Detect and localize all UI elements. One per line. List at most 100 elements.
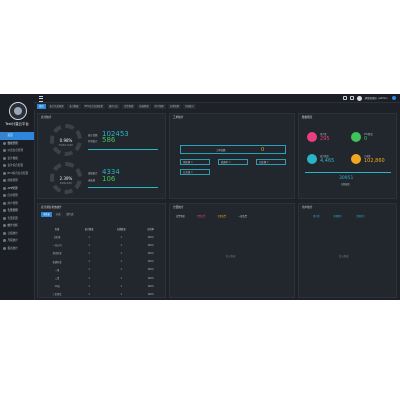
meter-type-tab[interactable]: 水表 <box>53 212 63 217</box>
table-cell: 测试区域 <box>52 252 62 256</box>
fullscreen-icon[interactable] <box>342 96 347 100</box>
table-row: 三区测试 1 1 100% <box>41 290 164 298</box>
button-label: 已处理 <box>259 161 267 164</box>
sidebar-item[interactable]: 终端管理 <box>0 177 34 185</box>
status-processing-button[interactable]: 处理中 0 <box>218 159 248 165</box>
status-pending-button[interactable]: 待处理 0 <box>180 159 210 165</box>
meter-type-tab[interactable]: 电能表 <box>41 212 52 217</box>
table-cell: 100% <box>147 251 154 255</box>
overview-value: 4,465 <box>320 158 335 164</box>
alarm-stats-panel: 告警统计 告警等级 严重告警 次要告警 一般告警 暂无数据 <box>169 203 295 298</box>
rtu-icon <box>351 132 361 142</box>
sidebar-item[interactable]: 用户管理 <box>0 200 34 208</box>
menu-bullet-icon <box>3 134 6 138</box>
status-closed-button[interactable]: 已关闭 0 <box>180 169 210 175</box>
alarm-level-header: 告警等级 <box>176 215 185 218</box>
meter-type-tab[interactable]: 燃气表 <box>64 212 76 217</box>
table-cell: 1 <box>88 243 90 247</box>
table-cell: 100% <box>147 292 154 296</box>
sidebar-item[interactable]: 数据管理 <box>0 140 34 148</box>
brand-title: Test计量云平台 <box>5 122 29 126</box>
table-cell: 1 <box>120 268 122 272</box>
top-bar: 超级管理员（admin） <box>34 94 400 103</box>
sidebar-item-label: 统计分析 <box>7 224 18 227</box>
table-cell: 一分公司 <box>52 244 62 248</box>
sidebar-item[interactable]: 表计数据 <box>0 155 34 163</box>
page-tab[interactable]: 操作日志 <box>106 104 121 109</box>
page-tab[interactable]: 应用管理 <box>167 104 181 109</box>
page-tab[interactable]: 首页 <box>37 104 46 109</box>
column-header: 在线率 <box>147 228 154 231</box>
sidebar-item[interactable]: 首页 <box>0 132 34 140</box>
sidebar: Test计量云平台 首页数据管理 仪表信息管理 表计数据表计综合配置 RTU综合信息配… <box>0 94 35 300</box>
stat-value: 106 <box>102 175 116 183</box>
menu-bullet-icon <box>3 156 6 160</box>
table-cell: 0.00% <box>137 299 164 301</box>
sidebar-item-label: 终端管理 <box>7 179 18 182</box>
sidebar-item[interactable]: 日报统计 <box>0 230 34 238</box>
table-cell: 1 <box>120 284 122 288</box>
page-tab[interactable]: RTU综合信息配置 <box>82 104 105 109</box>
logout-icon[interactable] <box>392 96 396 100</box>
work-order-total-value: 0 <box>261 147 265 153</box>
data-overview-panel: 数据概览 用户数 295 RTU数量 0 表计数量 4,465 户表数 102,… <box>298 113 397 199</box>
screen-icon[interactable] <box>349 96 354 100</box>
sidebar-item[interactable]: 报表统计 <box>0 245 34 253</box>
user-header-row: 用户数 新增用户 活跃用户 <box>313 214 365 218</box>
sidebar-item[interactable]: APP管理 <box>0 185 34 193</box>
menu-toggle-icon[interactable] <box>39 95 43 102</box>
table-cell: 1 <box>120 235 122 239</box>
table-cell: 1 <box>88 292 90 296</box>
table-row: 总区域 1 1 100% <box>41 233 164 241</box>
page-tab[interactable]: 月报统计 <box>182 104 197 109</box>
username[interactable]: 超级管理员（admin） <box>364 97 389 100</box>
overview-value: 295 <box>320 136 330 142</box>
work-order-total[interactable]: 工单总数 0 <box>180 145 286 154</box>
abnormal-ratio-ring: 0.98% 异常表计/总表计 <box>50 124 82 156</box>
sidebar-item[interactable]: 表计综合配置 <box>0 162 34 170</box>
overview-label: RTU数量 <box>364 133 373 136</box>
table-cell: 1 <box>88 235 90 239</box>
table-cell: 1 <box>88 260 90 264</box>
panel-title: 数据概览 <box>302 116 313 119</box>
panel-title: 告警统计 <box>173 206 184 209</box>
menu-bullet-icon <box>3 231 6 235</box>
page-tab[interactable]: 表计信息管理 <box>47 104 66 109</box>
meter-type-tabs: 电能表 水表 燃气表 <box>41 212 76 217</box>
menu-bullet-icon <box>3 186 6 190</box>
abnormal-ratio-value: 0.98% <box>59 138 73 143</box>
sidebar-item[interactable]: 仪表信息管理 <box>0 147 34 155</box>
page-tab[interactable]: 告警管理 <box>122 104 136 109</box>
menu-bullet-icon <box>3 141 6 145</box>
sidebar-item-label: 月报统计 <box>7 239 18 242</box>
sidebar-item[interactable]: 月报统计 <box>0 237 34 245</box>
button-label: 处理中 <box>221 161 229 164</box>
sidebar-item[interactable]: 统计分析 <box>0 222 34 230</box>
page-tab[interactable]: 终端管理 <box>137 104 151 109</box>
stat-value: 586 <box>102 136 116 144</box>
stat-label: 异常表计 <box>88 140 98 143</box>
user-count-header: 用户数 <box>313 215 320 218</box>
avatar[interactable] <box>356 95 362 101</box>
sidebar-item-label: 表计数据 <box>7 156 18 160</box>
menu-bullet-icon <box>3 246 6 250</box>
table-cell: 1 <box>120 251 122 255</box>
menu-bullet-icon <box>3 171 6 175</box>
sidebar-item[interactable]: 应用管理 <box>0 192 34 200</box>
table-cell: 0 <box>105 299 137 301</box>
table-row: 二组 1 1 100% <box>41 274 164 282</box>
sidebar-item[interactable]: 告警配置 <box>0 215 34 223</box>
sidebar-item[interactable]: 告警管理 <box>0 207 34 215</box>
status-done-button[interactable]: 已处理 0 <box>256 159 286 165</box>
table-cell: 100% <box>147 243 154 247</box>
page-tab[interactable]: 用户管理 <box>152 104 166 109</box>
table-cell: 1 <box>73 299 105 301</box>
page-tab[interactable]: 表计数据 <box>67 104 81 109</box>
overview-label: 表计数量 <box>320 155 329 158</box>
table-cell: 一组 <box>54 268 60 272</box>
table-cell: 1 <box>88 284 90 288</box>
sidebar-item-label: 首页 <box>7 134 13 137</box>
sidebar-item[interactable]: RTU综合信息配置 <box>0 170 34 178</box>
column-header: 在线数量 <box>116 228 126 231</box>
stat-bar <box>88 187 158 188</box>
